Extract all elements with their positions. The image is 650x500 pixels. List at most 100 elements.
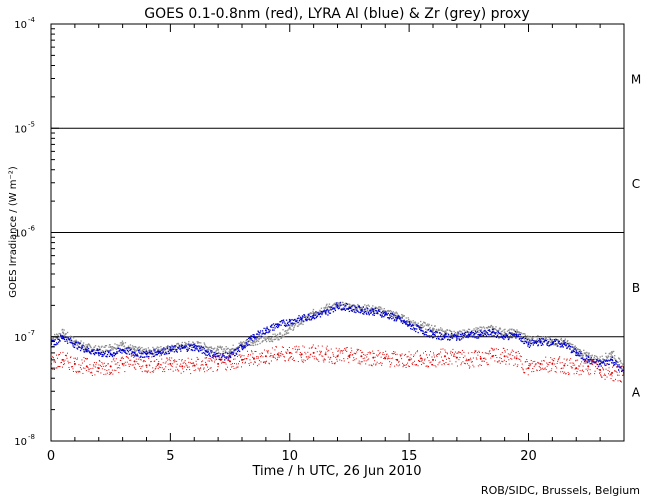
trace-dot [373, 312, 375, 314]
trace-dot [220, 353, 222, 355]
trace-dot [401, 320, 403, 322]
trace-dot [108, 369, 110, 371]
trace-dot [524, 372, 526, 374]
trace-dot [253, 341, 255, 343]
trace-dot [96, 349, 98, 351]
trace-dot [560, 371, 562, 373]
trace-dot [241, 348, 244, 351]
trace-dot [421, 360, 423, 362]
trace-dot [424, 333, 426, 336]
trace-dot [246, 350, 248, 352]
trace-dot [426, 331, 428, 333]
trace-dot [549, 344, 551, 347]
trace-dot [121, 356, 123, 358]
trace-dot [506, 355, 508, 357]
trace-dot [138, 357, 140, 359]
trace-dot [358, 348, 360, 350]
trace-dot [284, 330, 286, 333]
trace-dot [585, 355, 587, 357]
trace-dot [377, 311, 379, 313]
trace-dot [494, 333, 497, 335]
trace-dot [52, 339, 55, 341]
trace-dot [61, 359, 63, 361]
trace-dot [103, 354, 105, 356]
trace-dot [447, 338, 449, 340]
trace-dot [166, 357, 168, 359]
trace-dot [252, 342, 254, 345]
trace-dot [518, 333, 520, 336]
trace-dot [336, 301, 339, 304]
trace-dot [297, 325, 299, 327]
trace-dot [299, 318, 301, 320]
trace-dot [596, 359, 598, 361]
trace-dot [192, 362, 194, 364]
trace-dot [288, 328, 290, 330]
trace-dot [475, 357, 477, 359]
trace-dot [352, 354, 354, 356]
trace-dot [363, 354, 365, 356]
trace-dot [163, 349, 165, 351]
trace-dot [459, 333, 462, 336]
trace-dot [515, 331, 517, 334]
trace-dot [433, 331, 435, 334]
trace-dot [562, 367, 564, 369]
trace-dot [462, 337, 464, 339]
trace-dot [253, 339, 256, 341]
trace-dot [598, 359, 600, 362]
trace-dot [399, 317, 401, 319]
trace-dot [388, 357, 390, 359]
trace-dot [115, 352, 118, 354]
trace-dot [273, 325, 276, 327]
trace-dot [366, 356, 368, 358]
trace-dot [595, 361, 597, 363]
trace-dot [576, 354, 578, 356]
trace-dot [216, 359, 218, 361]
trace-dot [240, 342, 242, 345]
trace-dot [493, 348, 495, 350]
trace-dot [464, 331, 467, 334]
trace-dot [599, 371, 601, 373]
trace-dot [222, 350, 224, 352]
data-point [372, 310, 375, 313]
trace-dot [474, 332, 477, 335]
trace-dot [152, 371, 154, 373]
trace-dot [148, 358, 150, 360]
trace-dot [613, 350, 615, 353]
trace-dot [225, 368, 227, 370]
trace-dot [617, 374, 619, 376]
trace-dot [162, 371, 164, 373]
trace-dot [390, 312, 392, 315]
trace-dot [225, 352, 227, 354]
trace-dot [339, 359, 341, 361]
trace-dot [400, 321, 402, 323]
trace-dot [55, 354, 57, 356]
trace-dot [236, 363, 238, 365]
trace-dot [303, 314, 306, 316]
trace-dot [420, 354, 422, 356]
trace-dot [408, 318, 410, 321]
trace-dot [138, 363, 140, 365]
trace-dot [467, 328, 470, 330]
trace-dot [56, 334, 58, 336]
trace-dot [523, 371, 525, 373]
trace-dot [571, 350, 573, 352]
trace-dot [597, 368, 599, 370]
trace-dot [82, 367, 84, 369]
trace-dot [120, 342, 123, 344]
trace-dot [360, 361, 362, 363]
x-axis-label: Time / h UTC, 26 Jun 2010 [251, 464, 421, 479]
trace-dot [554, 339, 556, 341]
trace-dot [79, 367, 81, 369]
trace-dot [476, 337, 478, 339]
trace-dot [350, 304, 353, 307]
trace-dot [243, 342, 246, 344]
trace-dot [198, 350, 200, 353]
trace-dot [471, 334, 473, 337]
x-tick-label: 5 [166, 449, 174, 464]
trace-dot [369, 351, 371, 353]
trace-dot [216, 349, 218, 351]
trace-dot [172, 348, 174, 351]
trace-dot [67, 336, 69, 338]
trace-dot [240, 356, 242, 358]
trace-dot [488, 329, 491, 331]
